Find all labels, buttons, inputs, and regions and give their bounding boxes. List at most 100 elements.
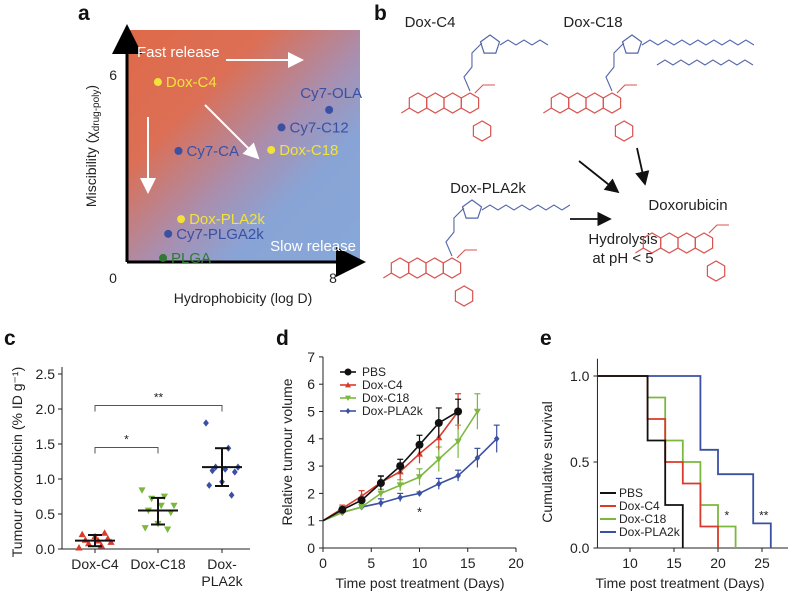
y-tick-label: 0.0 [36, 541, 56, 557]
ring [442, 257, 462, 279]
data-point-dox-c18 [170, 502, 178, 510]
x-tick-label: PLA2k [201, 573, 243, 589]
data-point-dox-c18 [473, 408, 481, 415]
data-label-dox-c4: Dox-C4 [166, 74, 217, 91]
side-chain [708, 224, 729, 234]
side-chain [474, 84, 495, 94]
panel-a-miscibility-map: 6 0 8 Hydrophobicity (log D) Miscibility… [83, 24, 366, 306]
series-line-pbs [322, 410, 459, 522]
label-dox-c4: Dox-C4 [405, 14, 456, 31]
legend-label-dox-c4: Dox-C4 [619, 499, 660, 513]
data-point-dox-c18 [396, 482, 404, 489]
panel-c-tumour-doxorubicin: Tumour doxorubicin (% ID g⁻¹) 0.0 0.5 1.0 1… [9, 366, 250, 589]
data-point-pbs [434, 418, 443, 427]
y-tick-label: 2 [307, 485, 315, 501]
data-point-dox-pla2k [397, 493, 403, 501]
label-hydrolysis: Hydrolysis [588, 231, 657, 248]
y-tick-label: 1.0 [570, 368, 590, 384]
ring [454, 285, 474, 307]
data-point-dox-pla2k [416, 489, 423, 497]
legend-marker-pbs [344, 368, 352, 376]
succinimide-ring [479, 34, 501, 54]
y-axis-label: Tumour doxorubicin (% ID g⁻¹) [9, 367, 25, 557]
label-doxorubicin: Doxorubicin [648, 197, 727, 214]
legend-marker-dox-c4 [345, 382, 351, 388]
alkyl-chain [481, 204, 571, 211]
data-point-dox-c18 [148, 495, 156, 503]
y-tick-label: 0.5 [36, 506, 56, 522]
y-axis-label: Relative tumour volume [279, 378, 295, 525]
y-tick-label: 2.0 [36, 401, 56, 417]
data-point-dox-pla2k [203, 419, 209, 427]
x-tick-0: 0 [109, 270, 117, 286]
arrow-diagonal [204, 104, 260, 160]
legend-label-dox-c4: Dox-C4 [362, 378, 403, 392]
x-tick-label: Dox-C18 [130, 556, 185, 572]
data-point-dox-c18 [358, 504, 366, 511]
ring [460, 92, 480, 114]
significance-label: * [417, 505, 422, 520]
data-label-dox-c18: Dox-C18 [279, 142, 338, 159]
fast-release-label: Fast release [137, 44, 220, 61]
significance-label: * [124, 433, 129, 447]
data-point-dox-c18 [435, 456, 443, 463]
data-point-dox-pla2k [177, 215, 186, 224]
data-point-dox-pla2k [222, 465, 229, 473]
legend-label-dox-c18: Dox-C18 [362, 391, 410, 405]
data-point-dox-c4 [85, 539, 93, 547]
legend-label-dox-pla2k: Dox-PLA2k [619, 525, 681, 539]
methoxy-group [543, 107, 552, 114]
data-point-cy7-c12 [277, 123, 286, 132]
data-point-dox-c4 [153, 78, 162, 87]
y-tick-label: 3 [307, 458, 315, 474]
side-chain [616, 84, 637, 94]
x-tick-label: 10 [412, 555, 428, 571]
alkyl-chain [656, 59, 754, 66]
panel-label-c: c [4, 327, 16, 350]
y-tick-label: 0.5 [570, 454, 590, 470]
succinimide-ring [621, 34, 643, 54]
ring [408, 92, 428, 114]
data-point-dox-c18 [160, 493, 168, 501]
significance-label: * [724, 508, 729, 522]
legend-marker-dox-pla2k [345, 408, 351, 414]
ring [425, 257, 444, 279]
y-axis-label: Miscibility (χdrug-poly) [83, 85, 102, 207]
ring [390, 257, 410, 279]
data-label-cy7-ola: Cy7-OLA [300, 85, 362, 102]
significance-label: ** [154, 391, 164, 405]
ring [614, 120, 634, 142]
data-point-dox-c4 [107, 538, 115, 545]
data-label-cy7-c12: Cy7-C12 [290, 119, 349, 136]
label-dox-c18: Dox-C18 [563, 14, 622, 31]
y-tick-6: 6 [109, 67, 117, 83]
panel-label-a: a [78, 2, 90, 25]
series-line-dox-c4 [322, 411, 459, 522]
y-tick-label: 1 [307, 513, 315, 529]
x-axis-label: Time post treatment (Days) [595, 575, 764, 591]
x-tick-label: 10 [622, 555, 638, 571]
data-point-dox-c4 [101, 529, 109, 536]
panel-label-e: e [540, 327, 552, 350]
ring [568, 92, 587, 114]
y-tick-label: 4 [307, 431, 315, 447]
data-point-dox-c18 [164, 526, 172, 533]
legend-label-pbs: PBS [362, 365, 386, 379]
x-tick-label: 5 [367, 555, 375, 571]
significance-label: ** [759, 508, 769, 522]
label-ph: at pH < 5 [592, 250, 653, 267]
data-point-cy7-ca [174, 146, 183, 155]
data-point-pbs [415, 440, 424, 449]
data-point-pbs [357, 496, 366, 505]
data-point-cy7-ola [325, 105, 334, 114]
x-tick-label: 0 [319, 555, 327, 571]
y-tick-label: 0.0 [570, 540, 590, 556]
hydrazone-linker [605, 42, 625, 92]
panel-e-survival: Cumulative survival Time post treatment … [539, 358, 788, 591]
data-point-dox-c18 [138, 487, 146, 494]
data-label-cy7-plga2k: Cy7-PLGA2k [176, 226, 264, 243]
data-point-dox-c18 [267, 145, 276, 154]
methoxy-group [401, 107, 410, 114]
slow-release-label: Slow release [270, 238, 356, 255]
ring [408, 257, 427, 279]
